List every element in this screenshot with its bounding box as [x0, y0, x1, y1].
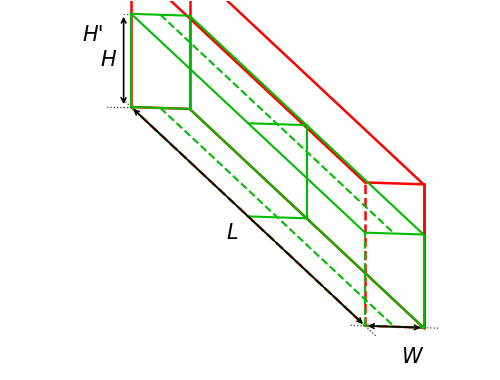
Text: H: H — [100, 51, 116, 70]
Text: W: W — [402, 347, 423, 367]
Text: H': H' — [82, 25, 104, 45]
Text: L: L — [227, 223, 238, 243]
